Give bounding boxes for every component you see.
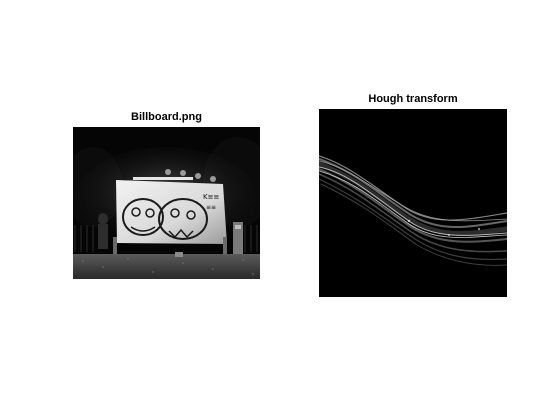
hough-accumulator-image [319,109,507,297]
billboard-image-axes: K≡≡ ≡≡ [73,127,260,279]
svg-text:K≡≡: K≡≡ [203,193,219,201]
hough-transform-axes [319,109,507,297]
svg-text:≡≡: ≡≡ [206,204,216,211]
right-panel-title: Hough transform [368,93,458,105]
left-panel-title: Billboard.png [131,111,202,123]
billboard-photo: K≡≡ ≡≡ [73,127,260,279]
